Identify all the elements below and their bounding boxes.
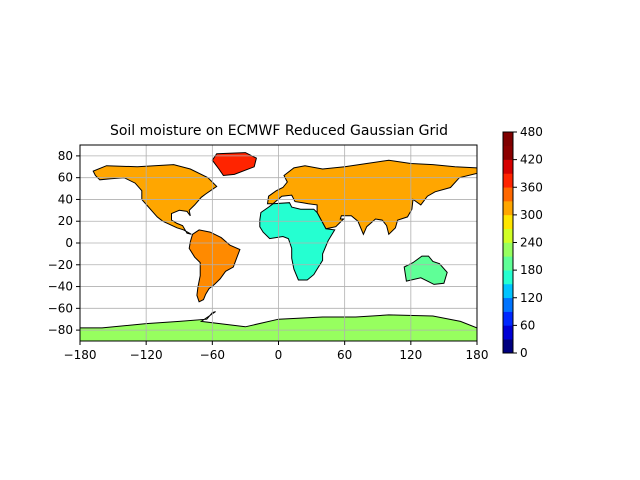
colorbar-tick-label: 240	[520, 236, 543, 250]
y-tick-label: 80	[58, 149, 73, 163]
colorbar-tick-label: 0	[520, 346, 528, 360]
colorbar-tick-label: 300	[520, 208, 543, 222]
x-tick-label: 60	[337, 348, 352, 362]
map-title: Soil moisture on ECMWF Reduced Gaussian …	[110, 123, 448, 139]
x-tick-label: 0	[275, 348, 283, 362]
colorbar-segment	[503, 228, 513, 243]
y-tick-label: 20	[58, 214, 73, 228]
y-axis: −80 −60 −40 −20 0 20 40 60 80	[48, 149, 80, 337]
colorbar-segment	[503, 159, 513, 174]
colorbar-segment	[503, 325, 513, 340]
y-tick-label: −60	[48, 301, 73, 315]
y-tick-label: 0	[65, 236, 73, 250]
colorbar-tick-label: 60	[520, 318, 535, 332]
colorbar-segment	[503, 297, 513, 312]
y-tick-label: −80	[48, 323, 73, 337]
colorbar-segment	[503, 270, 513, 285]
grid-layer	[79, 145, 478, 341]
colorbar-segment	[503, 311, 513, 326]
y-tick-label: −20	[48, 258, 73, 272]
x-tick-label: 180	[466, 348, 489, 362]
x-tick-label: 120	[399, 348, 422, 362]
colorbar-tick-label: 420	[520, 153, 543, 167]
colorbar-segment	[503, 339, 513, 354]
colorbar-tick-label: 360	[520, 180, 543, 194]
y-tick-label: −40	[48, 280, 73, 294]
colorbar-segment	[503, 187, 513, 202]
colorbar-segment	[503, 283, 513, 299]
colorbar-tick-label: 120	[520, 291, 543, 305]
colorbar-tick-label: 480	[520, 125, 543, 139]
colorbar-segment	[503, 173, 513, 188]
colorbar-segment	[503, 214, 513, 229]
colorbar-segment	[503, 145, 513, 160]
x-axis: −180 −120 −60 0 60 120 180	[64, 341, 489, 362]
colorbar-tick-label: 180	[520, 263, 543, 277]
x-tick-label: −60	[200, 348, 225, 362]
colorbar-segment	[503, 132, 513, 147]
greenland-landmass	[211, 152, 257, 177]
colorbar-segment	[503, 256, 513, 271]
y-tick-label: 60	[58, 171, 73, 185]
colorbar: 0 60 120 180 240 300 360 420 480	[502, 125, 543, 360]
colorbar-segment	[503, 242, 513, 257]
x-tick-label: −180	[64, 348, 97, 362]
colorbar-segment	[503, 201, 513, 216]
y-tick-label: 40	[58, 192, 73, 206]
x-tick-label: −120	[130, 348, 163, 362]
australia-landmass	[403, 255, 448, 285]
